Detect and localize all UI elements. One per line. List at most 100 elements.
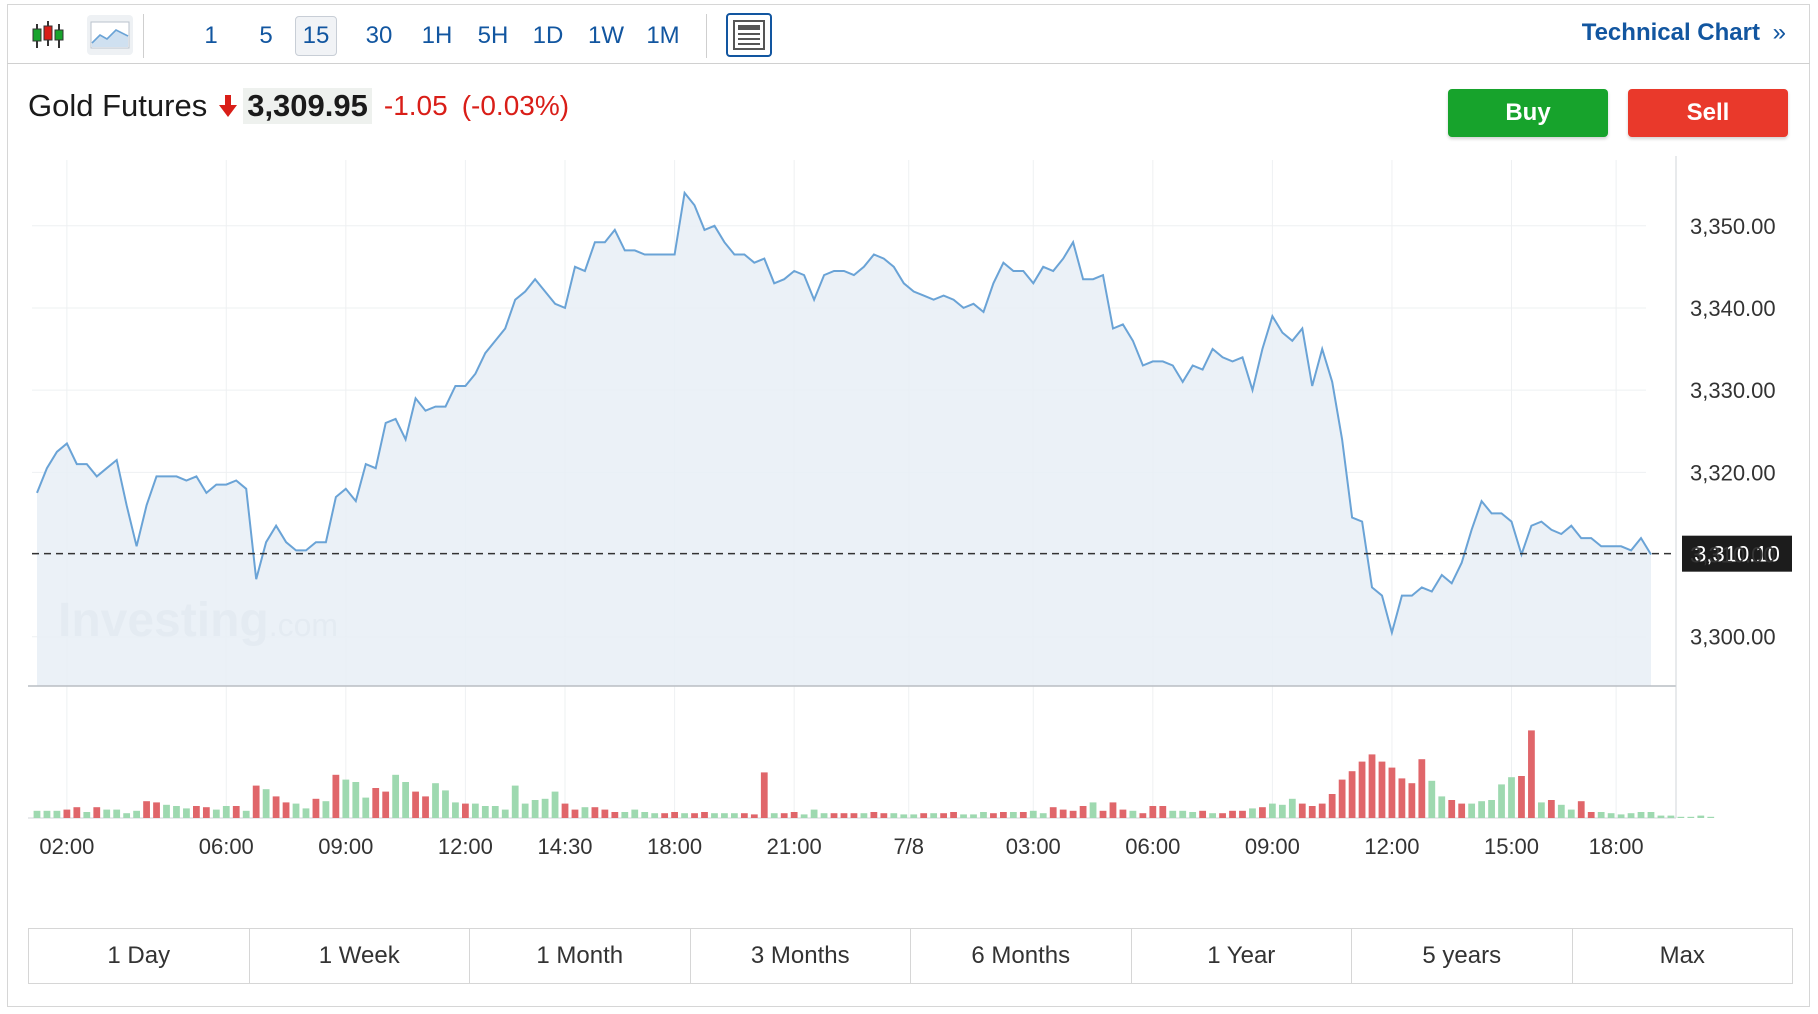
x-tick-label: 15:00 <box>1484 834 1539 859</box>
volume-bar <box>1577 801 1585 818</box>
price-chart[interactable]: Investing.com3,310.103,300.003,310.003,3… <box>0 0 1818 900</box>
volume-bar <box>93 807 101 818</box>
volume-bar <box>1697 815 1705 818</box>
volume-bar <box>402 782 409 818</box>
volume-bar <box>491 806 499 818</box>
volume-bar <box>850 813 858 818</box>
x-tick-label: 06:00 <box>1125 834 1180 859</box>
arrow-down-icon <box>219 95 238 117</box>
volume-bar <box>1229 810 1236 818</box>
area-chart-icon[interactable] <box>87 15 133 55</box>
x-tick-label: 02:00 <box>39 834 94 859</box>
volume-bar <box>950 812 957 818</box>
volume-bar <box>1099 810 1107 818</box>
volume-bar <box>790 812 798 818</box>
news-layout-icon[interactable] <box>726 13 772 57</box>
range-3-months[interactable]: 3 Months <box>690 929 911 983</box>
buy-button[interactable]: Buy <box>1448 89 1608 137</box>
volume-bar <box>870 812 878 818</box>
volume-bar <box>1338 779 1346 818</box>
x-tick-label: 06:00 <box>199 834 254 859</box>
volume-bar <box>193 806 200 818</box>
volume-bar <box>840 813 848 818</box>
volume-bar <box>591 807 599 818</box>
volume-bar <box>701 812 708 818</box>
interval-1d[interactable]: 1D <box>532 22 564 49</box>
instrument-name: Gold Futures <box>28 88 208 123</box>
volume-bar <box>372 788 380 818</box>
range-5-years[interactable]: 5 years <box>1352 929 1573 983</box>
volume-bar <box>33 810 41 818</box>
volume-bar <box>183 808 190 818</box>
volume-bar <box>1288 798 1296 818</box>
range-1-day[interactable]: 1 Day <box>29 929 250 983</box>
volume-bar <box>770 813 778 818</box>
volume-bar <box>1458 803 1466 818</box>
range-6-months[interactable]: 6 Months <box>911 929 1132 983</box>
volume-bar <box>272 796 280 818</box>
volume-bar <box>222 806 230 818</box>
range-1-year[interactable]: 1 Year <box>1131 929 1352 983</box>
range-max[interactable]: Max <box>1572 929 1792 983</box>
volume-bar <box>1000 812 1007 818</box>
volume-bar <box>452 802 459 818</box>
toolbar-divider <box>706 14 707 58</box>
volume-bar <box>83 812 91 818</box>
last-price: 3,309.95 <box>243 88 372 124</box>
volume-bar <box>1129 810 1137 818</box>
price-line <box>36 190 1652 637</box>
interval-1w[interactable]: 1W <box>588 22 624 49</box>
volume-bar <box>1348 771 1356 818</box>
volume-bar <box>163 804 170 818</box>
technical-chart-link[interactable]: Technical Chart » <box>1582 19 1786 47</box>
volume-bar <box>1109 802 1117 818</box>
interval-15[interactable]: 15 <box>295 16 337 56</box>
volume-bar <box>571 809 579 818</box>
volume-bar <box>940 813 947 818</box>
volume-bar <box>1159 806 1167 818</box>
interval-30[interactable]: 30 <box>365 22 393 49</box>
volume-bar <box>1358 761 1366 818</box>
volume-bar <box>143 801 150 818</box>
volume-bar <box>830 813 838 818</box>
interval-1[interactable]: 1 <box>204 22 218 49</box>
volume-bar <box>113 809 121 818</box>
range-1-month[interactable]: 1 Month <box>470 929 691 983</box>
interval-5[interactable]: 5 <box>259 22 273 49</box>
volume-bar <box>561 803 569 818</box>
volume-bar <box>1019 812 1027 818</box>
double-chevron-right-icon: » <box>1772 19 1786 46</box>
volume-bar <box>382 791 390 818</box>
sell-button[interactable]: Sell <box>1628 89 1788 137</box>
x-tick-label: 18:00 <box>1589 834 1644 859</box>
volume-bar <box>1368 754 1376 818</box>
volume-bar <box>63 809 71 818</box>
volume-bar <box>721 813 728 818</box>
volume-bar <box>1418 759 1426 818</box>
interval-1h[interactable]: 1H <box>421 22 453 49</box>
candlestick-icon[interactable] <box>27 15 69 55</box>
volume-bar <box>242 810 250 818</box>
volume-bar <box>1528 730 1535 818</box>
volume-bar <box>1149 806 1157 818</box>
volume-bar <box>1547 800 1555 818</box>
volume-bar <box>1448 800 1456 818</box>
x-tick-label: 12:00 <box>1364 834 1419 859</box>
volume-bar <box>362 797 370 818</box>
volume-bar <box>432 783 439 818</box>
volume-bar <box>123 813 131 818</box>
volume-bar <box>531 800 539 818</box>
y-tick-label: 3,300.00 <box>1690 625 1776 650</box>
volume-bar <box>252 785 260 818</box>
volume-bar <box>302 808 310 818</box>
volume-bar <box>1199 810 1207 818</box>
price-area <box>37 192 1651 686</box>
volume-bar <box>471 803 479 818</box>
volume-bar <box>920 813 928 818</box>
interval-5h[interactable]: 5H <box>477 22 509 49</box>
volume-bar <box>1089 802 1097 818</box>
volume-bar <box>442 790 449 818</box>
range-1-week[interactable]: 1 Week <box>249 929 470 983</box>
volume-bar <box>282 802 290 818</box>
interval-1m[interactable]: 1M <box>646 22 680 49</box>
